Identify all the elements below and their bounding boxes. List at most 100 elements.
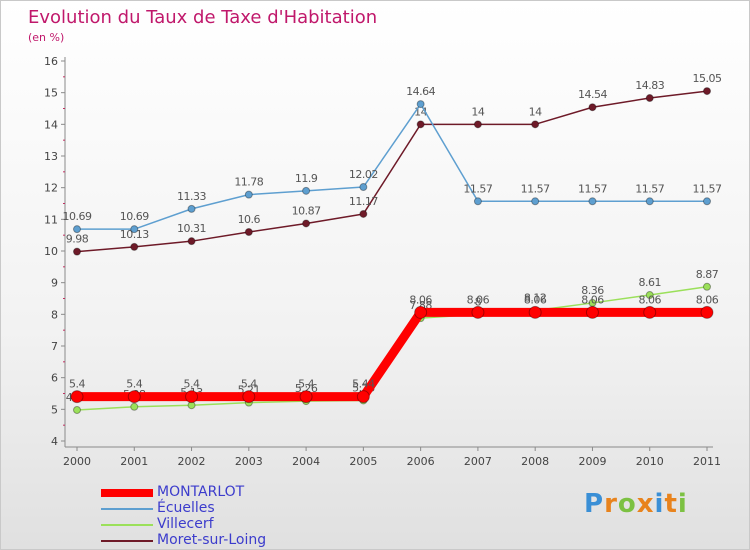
data-point-ecuelles bbox=[359, 183, 368, 192]
y-tick-label: 12 bbox=[44, 182, 58, 195]
chart-title: Evolution du Taux de Taxe d'Habitation bbox=[28, 7, 378, 28]
data-label-montarlot: 8.06 bbox=[409, 293, 432, 306]
data-point-ecuelles bbox=[588, 197, 597, 206]
chart-unit-label: (en %) bbox=[28, 31, 65, 44]
data-point-montarlot bbox=[414, 305, 428, 319]
data-point-moret-sur-loing bbox=[130, 242, 139, 251]
data-point-moret-sur-loing bbox=[531, 120, 540, 129]
data-label-ecuelles: 10.69 bbox=[120, 210, 149, 223]
series-line-ecuelles bbox=[76, 103, 708, 230]
data-label-ecuelles: 11.57 bbox=[635, 182, 664, 195]
legend-label-montarlot: MONTARLOT bbox=[157, 484, 245, 500]
data-label-moret-sur-loing: 10.31 bbox=[177, 222, 206, 235]
data-label-moret-sur-loing: 11.17 bbox=[349, 195, 378, 208]
legend-swatch-villecerf bbox=[101, 524, 153, 526]
data-label-moret-sur-loing: 14.83 bbox=[635, 79, 664, 92]
data-label-villecerf: 8.87 bbox=[696, 268, 719, 281]
data-label-moret-sur-loing: 15.05 bbox=[693, 72, 722, 85]
data-label-ecuelles: 14.64 bbox=[406, 85, 435, 98]
x-tick-label: 2003 bbox=[235, 455, 263, 468]
data-label-ecuelles: 11.33 bbox=[177, 190, 206, 203]
x-tick-label: 2009 bbox=[578, 455, 606, 468]
y-tick-label: 16 bbox=[44, 55, 58, 68]
x-tick-label: 2007 bbox=[464, 455, 492, 468]
data-label-montarlot: 8.06 bbox=[467, 293, 490, 306]
data-label-villecerf: 8 bbox=[475, 295, 482, 308]
logo-letter: i bbox=[677, 489, 688, 519]
data-point-montarlot bbox=[356, 390, 370, 404]
data-label-moret-sur-loing: 10.13 bbox=[120, 228, 149, 241]
series-line-montarlot bbox=[72, 307, 712, 402]
series-line-moret-sur-loing bbox=[76, 90, 708, 253]
data-point-ecuelles bbox=[703, 197, 711, 206]
data-point-moret-sur-loing bbox=[359, 209, 368, 218]
data-label-moret-sur-loing: 9.98 bbox=[66, 233, 89, 246]
data-label-montarlot: 5.4 bbox=[126, 378, 142, 391]
data-label-montarlot: 5.4 bbox=[241, 378, 257, 391]
x-tick-label: 2010 bbox=[636, 455, 664, 468]
data-label-villecerf: 5.26 bbox=[295, 382, 318, 395]
legend-label-ecuelles: Écuelles bbox=[157, 500, 215, 516]
x-tick-label: 2005 bbox=[349, 455, 377, 468]
data-point-ecuelles bbox=[187, 204, 196, 213]
data-point-ecuelles bbox=[645, 197, 654, 206]
y-tick-label: 8 bbox=[51, 308, 58, 321]
logo-letter: t bbox=[664, 489, 678, 519]
data-point-montarlot bbox=[70, 390, 84, 404]
data-point-montarlot bbox=[643, 305, 657, 319]
data-label-moret-sur-loing: 10.6 bbox=[238, 213, 261, 226]
data-label-ecuelles: 11.78 bbox=[234, 176, 263, 189]
data-point-ecuelles bbox=[244, 190, 253, 199]
data-point-montarlot bbox=[299, 390, 313, 404]
data-label-montarlot: 8.06 bbox=[524, 293, 547, 306]
data-label-ecuelles: 10.69 bbox=[63, 210, 92, 223]
y-tick-label: 6 bbox=[51, 372, 58, 385]
y-tick-label: 11 bbox=[44, 213, 58, 226]
y-tick-label: 15 bbox=[44, 87, 58, 100]
y-tick-label: 5 bbox=[51, 403, 58, 416]
x-tick-label: 2004 bbox=[292, 455, 320, 468]
data-point-montarlot bbox=[127, 390, 141, 404]
x-tick-label: 2001 bbox=[120, 455, 148, 468]
logo-letter: P bbox=[584, 489, 605, 519]
data-label-ecuelles: 11.57 bbox=[521, 182, 550, 195]
x-tick-label: 2011 bbox=[693, 455, 721, 468]
data-label-moret-sur-loing: 14.54 bbox=[578, 88, 607, 101]
y-tick-label: 9 bbox=[51, 277, 58, 290]
data-label-ecuelles: 11.9 bbox=[295, 172, 318, 185]
x-tick-label: 2006 bbox=[407, 455, 435, 468]
data-label-montarlot: 8.06 bbox=[638, 293, 661, 306]
data-point-ecuelles bbox=[416, 100, 425, 109]
legend-label-villecerf: Villecerf bbox=[157, 516, 214, 532]
data-point-montarlot bbox=[471, 305, 485, 319]
y-tick-label: 10 bbox=[44, 245, 58, 258]
data-point-moret-sur-loing bbox=[187, 237, 196, 246]
logo-letter: x bbox=[636, 489, 655, 519]
data-point-moret-sur-loing bbox=[302, 219, 311, 228]
legend-label-moret-sur-loing: Moret-sur-Loing bbox=[157, 532, 267, 548]
proxiti-logo: Proxiti bbox=[584, 489, 688, 519]
data-label-ecuelles: 11.57 bbox=[463, 182, 492, 195]
data-point-ecuelles bbox=[473, 197, 482, 206]
data-label-moret-sur-loing: 10.87 bbox=[292, 204, 321, 217]
data-point-montarlot bbox=[242, 390, 256, 404]
y-tick-label: 13 bbox=[44, 150, 58, 163]
data-label-moret-sur-loing: 14 bbox=[471, 105, 484, 118]
data-label-montarlot: 5.4 bbox=[298, 378, 314, 391]
data-point-ecuelles bbox=[73, 225, 81, 234]
data-point-montarlot bbox=[528, 305, 542, 319]
data-point-moret-sur-loing bbox=[244, 228, 253, 236]
data-point-villecerf bbox=[703, 282, 711, 291]
legend-swatch-montarlot bbox=[101, 489, 153, 497]
data-point-villecerf bbox=[645, 291, 654, 300]
data-point-moret-sur-loing bbox=[703, 87, 711, 96]
x-tick-label: 2008 bbox=[521, 455, 549, 468]
data-label-villecerf: 8.36 bbox=[581, 284, 604, 297]
logo-letter: r bbox=[604, 489, 618, 519]
data-point-montarlot bbox=[700, 305, 714, 319]
data-label-ecuelles: 11.57 bbox=[578, 182, 607, 195]
data-label-villecerf: 8.61 bbox=[638, 276, 661, 289]
x-tick-label: 2000 bbox=[63, 455, 91, 468]
